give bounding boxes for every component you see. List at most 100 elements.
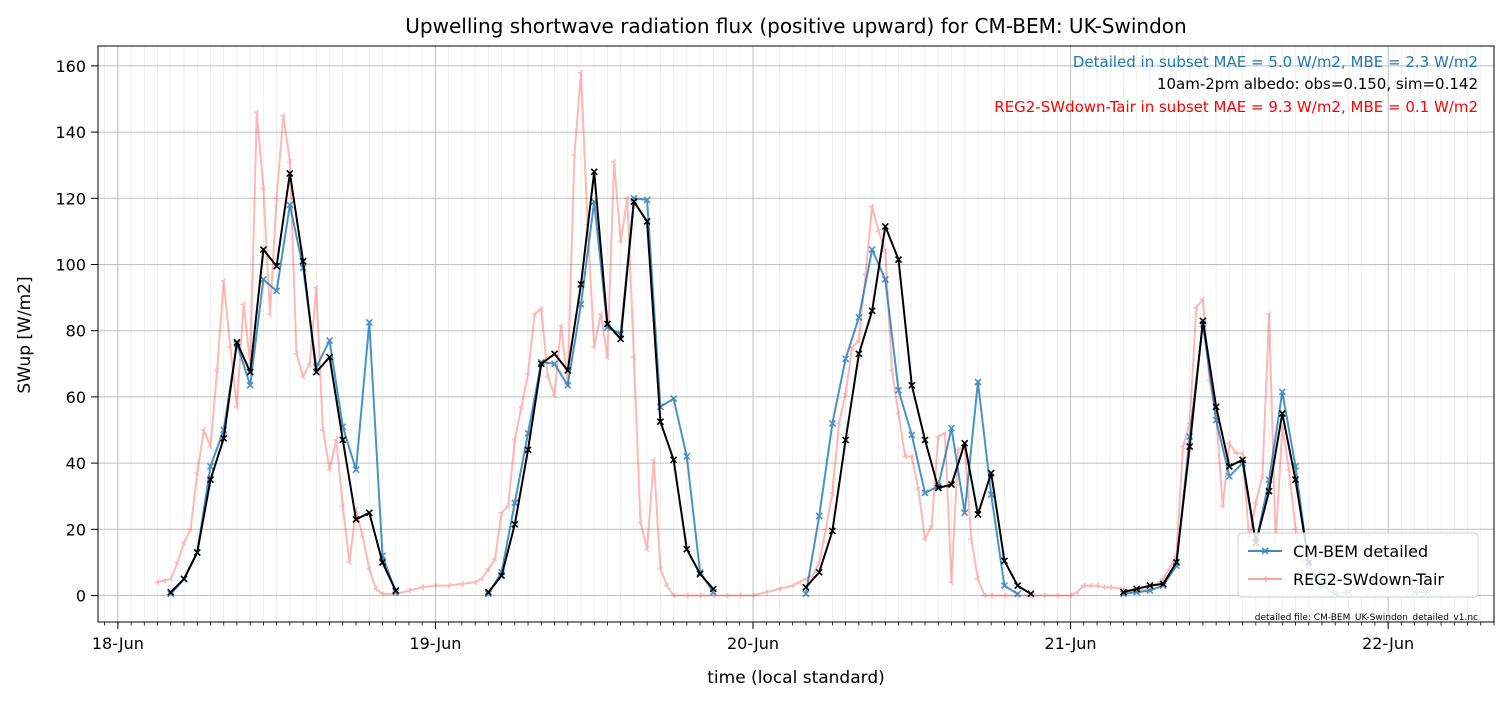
legend-label-reg2: REG2-SWdown-Tair bbox=[1293, 570, 1444, 589]
data-point-reg2 bbox=[842, 390, 848, 397]
data-point-reg2 bbox=[1067, 592, 1073, 599]
data-point-reg2 bbox=[776, 585, 782, 592]
y-tick-label: 120 bbox=[55, 189, 86, 208]
data-point-detailed bbox=[1014, 590, 1022, 598]
data-point-obs bbox=[908, 381, 916, 389]
data-point-reg2 bbox=[525, 370, 531, 377]
data-point-obs bbox=[590, 168, 598, 176]
data-point-detailed bbox=[961, 509, 969, 517]
data-point-detailed bbox=[246, 381, 254, 389]
data-point-reg2 bbox=[928, 523, 934, 529]
data-point-obs bbox=[656, 418, 664, 426]
data-point-reg2 bbox=[240, 301, 246, 308]
data-point-reg2 bbox=[1107, 584, 1113, 591]
data-point-reg2 bbox=[1239, 450, 1245, 457]
data-point-reg2 bbox=[650, 456, 656, 463]
data-point-detailed bbox=[564, 381, 572, 389]
data-point-reg2 bbox=[1094, 582, 1100, 589]
data-point-reg2 bbox=[538, 306, 544, 313]
data-point-reg2 bbox=[888, 367, 895, 374]
data-point-obs bbox=[1278, 409, 1286, 418]
data-point-detailed bbox=[842, 355, 850, 363]
data-point-obs bbox=[180, 575, 188, 583]
data-point-reg2 bbox=[974, 576, 981, 582]
data-point-reg2 bbox=[796, 579, 802, 586]
x-tick-label: 20-Jun bbox=[727, 634, 779, 653]
data-point-obs bbox=[484, 588, 492, 596]
data-point-reg2 bbox=[968, 536, 974, 543]
data-point-detailed bbox=[206, 462, 215, 470]
data-point-reg2 bbox=[260, 185, 266, 192]
data-point-obs bbox=[206, 476, 215, 484]
data-point-reg2 bbox=[405, 587, 412, 594]
data-point-obs bbox=[1172, 558, 1180, 566]
data-point-reg2 bbox=[1087, 582, 1093, 589]
data-point-reg2 bbox=[855, 337, 861, 344]
series-line-obs bbox=[487, 170, 715, 593]
y-tick-label: 60 bbox=[66, 388, 86, 407]
data-point-obs bbox=[577, 280, 585, 288]
data-point-reg2 bbox=[617, 238, 623, 245]
data-point-obs bbox=[299, 257, 307, 265]
data-point-reg2 bbox=[505, 503, 511, 510]
data-point-reg2 bbox=[485, 566, 491, 572]
data-point-reg2 bbox=[922, 536, 928, 543]
data-point-reg2 bbox=[253, 109, 259, 116]
data-point-reg2 bbox=[174, 559, 180, 566]
data-point-reg2 bbox=[478, 576, 484, 582]
x-tick-label: 21-Jun bbox=[1045, 634, 1097, 653]
data-point-reg2 bbox=[491, 556, 498, 563]
data-point-reg2 bbox=[472, 579, 478, 586]
data-point-reg2 bbox=[366, 566, 372, 572]
data-point-reg2 bbox=[233, 403, 240, 410]
data-point-obs bbox=[1265, 487, 1273, 495]
data-point-reg2 bbox=[597, 311, 603, 318]
x-tick-label: 18-Jun bbox=[92, 634, 144, 653]
data-point-reg2 bbox=[227, 344, 233, 351]
data-point-obs bbox=[365, 509, 373, 517]
data-point-reg2 bbox=[723, 592, 729, 599]
data-point-obs bbox=[934, 484, 942, 492]
data-point-obs bbox=[392, 586, 400, 595]
data-point-detailed bbox=[365, 318, 373, 326]
data-point-detailed bbox=[974, 378, 982, 386]
data-point-obs bbox=[603, 320, 612, 328]
data-point-detailed bbox=[511, 499, 519, 507]
data-point-reg2 bbox=[1292, 526, 1298, 533]
data-point-reg2 bbox=[591, 344, 597, 351]
axis-ticks: 18-Jun 19-Jun 20-Jun 21-Jun 22-Jun 0 20 40 60 80 1… bbox=[55, 57, 1495, 653]
data-point-reg2 bbox=[1259, 473, 1265, 480]
data-point-obs bbox=[1159, 580, 1167, 588]
data-point-reg2 bbox=[1001, 592, 1007, 599]
y-tick-label: 160 bbox=[55, 57, 86, 76]
data-point-obs bbox=[855, 350, 863, 358]
data-point-obs bbox=[273, 262, 281, 270]
data-point-obs bbox=[167, 588, 175, 596]
data-point-obs bbox=[193, 548, 201, 557]
annotation-albedo: 10am-2pm albedo: obs=0.150, sim=0.142 bbox=[1157, 75, 1478, 93]
data-point-reg2 bbox=[1285, 466, 1292, 473]
y-axis-label: SWup [W/m2] bbox=[15, 276, 35, 393]
legend-swatch-detailed bbox=[1248, 547, 1282, 555]
data-point-detailed bbox=[537, 358, 545, 366]
plot-frame bbox=[97, 45, 1495, 623]
data-point-reg2 bbox=[293, 350, 299, 357]
data-point-detailed bbox=[643, 196, 651, 204]
y-tick-label: 100 bbox=[55, 255, 86, 274]
data-point-obs bbox=[259, 246, 267, 254]
data-point-reg2 bbox=[333, 436, 339, 443]
data-point-reg2 bbox=[670, 592, 676, 599]
legend-marker bbox=[1261, 547, 1269, 555]
data-point-reg2 bbox=[941, 430, 947, 437]
data-point-reg2 bbox=[657, 566, 663, 572]
data-point-reg2 bbox=[948, 579, 954, 586]
x-axis-label: time (local standard) bbox=[707, 668, 885, 688]
data-point-obs bbox=[921, 436, 929, 444]
data-point-reg2 bbox=[531, 311, 537, 318]
x-tick-label: 22-Jun bbox=[1362, 634, 1414, 653]
data-point-reg2 bbox=[829, 489, 835, 496]
data-point-reg2 bbox=[207, 443, 213, 450]
data-point-reg2 bbox=[187, 526, 193, 533]
data-point-obs bbox=[312, 368, 320, 376]
data-point-obs bbox=[1291, 476, 1300, 484]
